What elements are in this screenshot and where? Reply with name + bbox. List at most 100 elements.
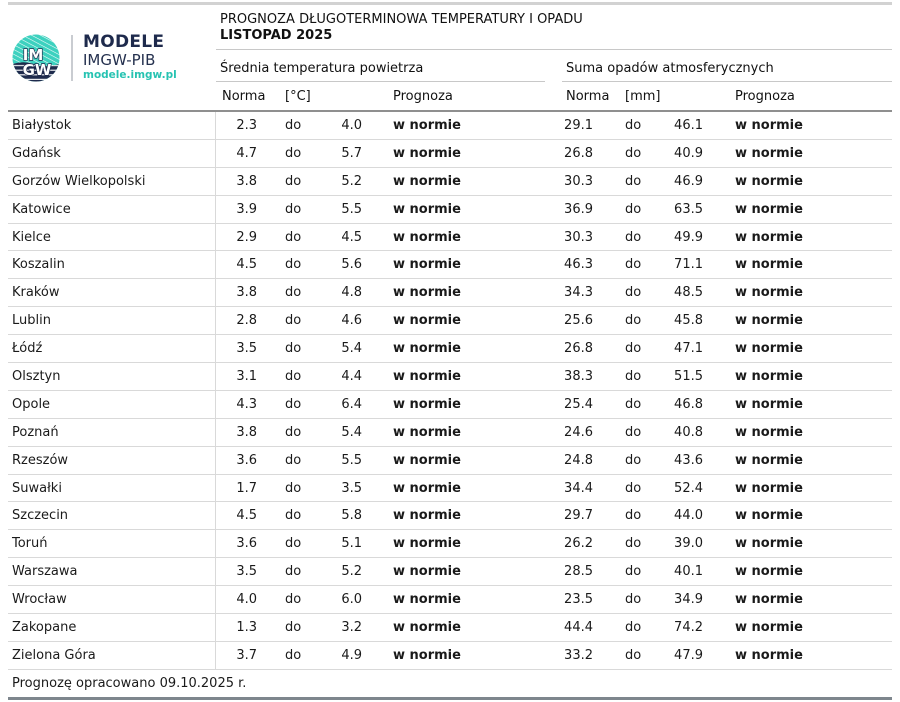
precip-norma-min: 24.8 <box>564 452 593 468</box>
precip-norma-min: 29.7 <box>564 508 593 524</box>
precip-norma-max: 43.6 <box>674 452 703 468</box>
precip-forecast: w normie <box>735 341 803 357</box>
temp-norma-min: 4.5 <box>236 508 257 524</box>
temp-norma-min: 3.5 <box>236 564 257 580</box>
table-row: Poznań 3.8 do 5.4 w normie 24.6 do 40.8 w normie <box>8 418 892 447</box>
precip-range-word: do <box>625 257 642 273</box>
precip-norma-min: 36.9 <box>564 201 593 217</box>
temp-norma-min: 1.7 <box>236 480 257 496</box>
page-title: PROGNOZA DŁUGOTERMINOWA TEMPERATURY I OP… <box>220 12 583 27</box>
temp-forecast: w normie <box>393 285 461 301</box>
city-name: Gorzów Wielkopolski <box>8 167 216 195</box>
precip-forecast: w normie <box>735 564 803 580</box>
precip-range-word: do <box>625 173 642 189</box>
temp-range-word: do <box>285 564 302 580</box>
precip-range-word: do <box>625 285 642 301</box>
precip-norma-max: 40.9 <box>674 145 703 161</box>
temp-norma-min: 3.1 <box>236 368 257 384</box>
temp-forecast: w normie <box>393 313 461 329</box>
temp-forecast: w normie <box>393 480 461 496</box>
precip-range-word: do <box>625 452 642 468</box>
table-row: Gorzów Wielkopolski 3.8 do 5.2 w normie 30.3 d… <box>8 167 892 196</box>
city-name: Poznań <box>8 418 216 446</box>
svg-text:IM: IM <box>23 46 44 64</box>
precip-norma-min: 33.2 <box>564 647 593 663</box>
temp-norma-max: 5.2 <box>341 564 362 580</box>
table-row: Suwałki 1.7 do 3.5 w normie 34.4 do 52.4 w normi… <box>8 474 892 503</box>
temp-norma-min: 4.5 <box>236 257 257 273</box>
precip-norma-max: 63.5 <box>674 201 703 217</box>
section-gap <box>545 50 562 82</box>
precip-forecast: w normie <box>735 424 803 440</box>
precip-norma-max: 40.8 <box>674 424 703 440</box>
temp-forecast: w normie <box>393 452 461 468</box>
temp-norma-min: 4.7 <box>236 145 257 161</box>
temp-norma-max: 6.4 <box>341 396 362 412</box>
temp-forecast: w normie <box>393 173 461 189</box>
precip-norma-max: 49.9 <box>674 229 703 245</box>
temp-range-word: do <box>285 313 302 329</box>
temp-norma-max: 5.1 <box>341 536 362 552</box>
header-right: PROGNOZA DŁUGOTERMINOWA TEMPERATURY I OP… <box>216 5 892 110</box>
precip-norma-min: 34.3 <box>564 285 593 301</box>
city-name: Olsztyn <box>8 363 216 390</box>
col-temp-norma: Norma <box>222 88 266 104</box>
temp-norma-max: 5.7 <box>341 145 362 161</box>
temp-norma-max: 3.5 <box>341 480 362 496</box>
precip-range-word: do <box>625 313 642 329</box>
precip-range-word: do <box>625 145 642 161</box>
precip-range-word: do <box>625 647 642 663</box>
city-name: Koszalin <box>8 251 216 279</box>
city-name: Suwałki <box>8 474 216 502</box>
table-row: Rzeszów 3.6 do 5.5 w normie 24.8 do 43.6 w normi… <box>8 446 892 475</box>
temp-forecast: w normie <box>393 368 461 384</box>
temp-norma-min: 2.8 <box>236 313 257 329</box>
table-row: Zakopane 1.3 do 3.2 w normie 44.4 do 74.2 w norm… <box>8 614 892 642</box>
table-row: Szczecin 4.5 do 5.8 w normie 29.7 do 44.0 w norm… <box>8 502 892 531</box>
precip-forecast: w normie <box>735 396 803 412</box>
precip-range-word: do <box>625 229 642 245</box>
section-header-row: Średnia temperatura powietrza Suma opadó… <box>216 50 892 82</box>
temp-norma-min: 3.7 <box>236 647 257 663</box>
precip-forecast: w normie <box>735 368 803 384</box>
table-row: Opole 4.3 do 6.4 w normie 25.4 do 46.8 w normie <box>8 390 892 419</box>
temp-norma-max: 4.0 <box>341 117 362 133</box>
table-row: Kraków 3.8 do 4.8 w normie 34.3 do 48.5 w normie <box>8 279 892 308</box>
precip-forecast: w normie <box>735 257 803 273</box>
temp-norma-max: 4.8 <box>341 285 362 301</box>
table-row: Warszawa 3.5 do 5.2 w normie 28.5 do 40.1 w norm… <box>8 558 892 587</box>
precip-norma-min: 44.4 <box>564 619 593 635</box>
city-name: Warszawa <box>8 558 216 586</box>
temp-forecast: w normie <box>393 229 461 245</box>
section-precipitation: Suma opadów atmosferycznych <box>562 50 892 82</box>
temp-norma-min: 3.6 <box>236 536 257 552</box>
precip-range-word: do <box>625 536 642 552</box>
precip-forecast: w normie <box>735 173 803 189</box>
temp-range-word: do <box>285 145 302 161</box>
temp-norma-min: 3.8 <box>236 173 257 189</box>
city-name: Lublin <box>8 307 216 335</box>
temp-norma-min: 2.3 <box>236 117 257 133</box>
precip-norma-max: 45.8 <box>674 313 703 329</box>
col-precip-norma: Norma <box>566 88 610 104</box>
precip-forecast: w normie <box>735 452 803 468</box>
section-temperature: Średnia temperatura powietrza <box>216 50 545 82</box>
temp-forecast: w normie <box>393 508 461 524</box>
precip-range-word: do <box>625 592 642 608</box>
precip-norma-min: 25.4 <box>564 396 593 412</box>
temp-norma-max: 3.2 <box>341 619 362 635</box>
city-name: Kielce <box>8 223 216 251</box>
temp-range-word: do <box>285 647 302 663</box>
table-row: Toruń 3.6 do 5.1 w normie 26.2 do 39.0 w normie <box>8 530 892 559</box>
page-subtitle: LISTOPAD 2025 <box>220 28 333 43</box>
temp-range-word: do <box>285 368 302 384</box>
precip-norma-min: 34.4 <box>564 480 593 496</box>
precip-norma-max: 40.1 <box>674 564 703 580</box>
temp-norma-max: 5.5 <box>341 452 362 468</box>
precip-norma-max: 51.5 <box>674 368 703 384</box>
precip-range-word: do <box>625 201 642 217</box>
temp-range-word: do <box>285 117 302 133</box>
precip-norma-max: 46.9 <box>674 173 703 189</box>
temp-forecast: w normie <box>393 341 461 357</box>
col-precip-prognoza: Prognoza <box>735 88 795 104</box>
